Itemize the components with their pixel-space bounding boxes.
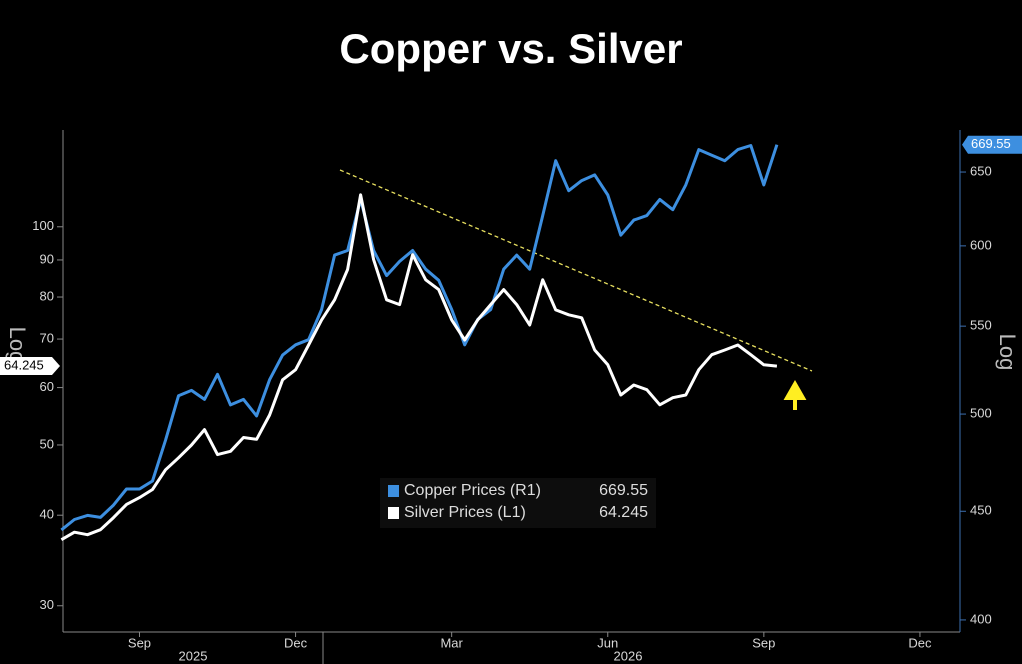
y-tick-label: 80 [40, 288, 54, 303]
x-tick-label: Dec [284, 635, 308, 650]
legend-swatch [388, 485, 399, 497]
year-label: 2026 [614, 648, 643, 663]
y2-tick-label: 400 [970, 611, 992, 626]
value-tag [962, 135, 1022, 154]
legend [380, 478, 656, 528]
x-tick-label: Jun [597, 635, 618, 650]
y-tick-label: 30 [40, 597, 54, 612]
legend-label: Copper Prices (R1) [404, 482, 541, 499]
y2-tick-label: 650 [970, 163, 992, 178]
value-tag [0, 357, 60, 376]
x-tick-label: Sep [752, 635, 775, 650]
series-line [60, 193, 778, 541]
y2-tick-label: 550 [970, 318, 992, 333]
x-tick-label: Sep [128, 635, 151, 650]
arrow [783, 379, 807, 410]
series-line [60, 144, 779, 532]
x-tick-label: Dec [908, 635, 932, 650]
y-tick-label: 100 [32, 218, 54, 233]
y-tick-label: 90 [40, 251, 54, 266]
legend-label: Silver Prices (L1) [404, 504, 526, 521]
x-tick-label: Mar [440, 635, 463, 650]
chart-title: Copper vs. Silver [339, 25, 682, 72]
year-label: 2025 [179, 648, 208, 663]
value-tag-label: 669.55 [971, 136, 1011, 151]
y-tick-label: 60 [40, 379, 54, 394]
legend-value: 669.55 [599, 482, 648, 499]
y2-tick-label: 600 [970, 237, 992, 252]
legend-value: 64.245 [599, 504, 648, 521]
value-tag-label: 64.245 [4, 357, 44, 372]
y-tick-label: 50 [40, 436, 54, 451]
y2-tick-label: 500 [970, 406, 992, 421]
y-tick-label: 40 [40, 507, 54, 522]
y2-tick-label: 450 [970, 503, 992, 518]
legend-swatch [388, 507, 399, 519]
trend-line [339, 169, 813, 372]
y2-axis-label: Log [995, 334, 1020, 371]
y-tick-label: 70 [40, 330, 54, 345]
